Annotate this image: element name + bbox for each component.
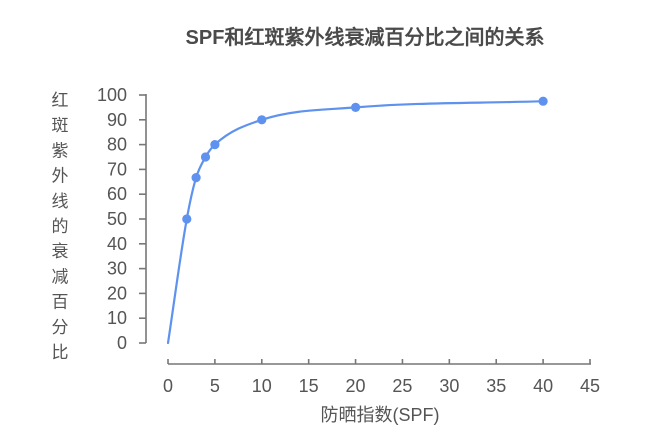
y-axis-title-char: 斑 <box>52 116 69 135</box>
x-tick-label: 10 <box>252 376 272 396</box>
y-tick-label: 70 <box>107 159 127 179</box>
y-tick-label: 50 <box>107 209 127 229</box>
data-point-marker[interactable] <box>210 140 220 150</box>
y-axis-title-char: 外 <box>52 167 69 186</box>
x-axis: 0 5 10 15 20 25 30 35 40 45 <box>163 359 600 396</box>
series-line <box>166 100 545 345</box>
x-tick-label: 20 <box>346 376 366 396</box>
x-tick-label: 25 <box>392 376 412 396</box>
y-axis-title-char: 红 <box>52 91 69 110</box>
data-point-marker[interactable] <box>200 152 211 162</box>
y-tick-label: 20 <box>107 283 127 303</box>
y-axis-title-char: 分 <box>52 318 69 337</box>
x-tick-label: 40 <box>533 376 553 396</box>
data-point-marker[interactable] <box>182 214 192 224</box>
data-point-marker[interactable] <box>257 115 267 125</box>
series-spf-attenuation <box>166 96 548 345</box>
y-tick-label: 100 <box>97 85 127 105</box>
data-point-marker[interactable] <box>191 173 201 183</box>
x-tick-label: 15 <box>299 376 319 396</box>
data-point-marker[interactable] <box>351 102 361 112</box>
y-tick-label: 60 <box>107 184 127 204</box>
y-tick-label: 10 <box>107 308 127 328</box>
y-tick-label: 90 <box>107 110 127 130</box>
y-axis-title-char: 减 <box>52 267 69 286</box>
y-axis-title-char: 的 <box>52 217 69 236</box>
x-tick-label: 30 <box>439 376 459 396</box>
y-axis-title-char: 比 <box>52 343 69 362</box>
x-axis-title: 防晒指数(SPF) <box>321 405 440 425</box>
x-tick-label: 45 <box>580 376 600 396</box>
y-axis-title-char: 百 <box>52 293 69 312</box>
x-tick-label: 5 <box>210 376 220 396</box>
y-tick-label: 40 <box>107 234 127 254</box>
y-axis: 0 10 20 30 40 50 60 70 80 90 100 <box>97 85 147 353</box>
y-tick-label: 80 <box>107 135 127 155</box>
y-axis-title-char: 紫 <box>52 141 69 160</box>
y-axis-title-char: 衰 <box>52 242 69 261</box>
y-axis-title-char: 线 <box>52 192 69 211</box>
chart-title: SPF和红斑紫外线衰减百分比之间的关系 <box>186 25 545 49</box>
y-tick-label: 30 <box>107 259 127 279</box>
x-tick-label: 0 <box>163 376 173 396</box>
data-point-marker[interactable] <box>538 96 548 106</box>
x-tick-label: 35 <box>486 376 506 396</box>
y-tick-label: 0 <box>117 333 127 353</box>
